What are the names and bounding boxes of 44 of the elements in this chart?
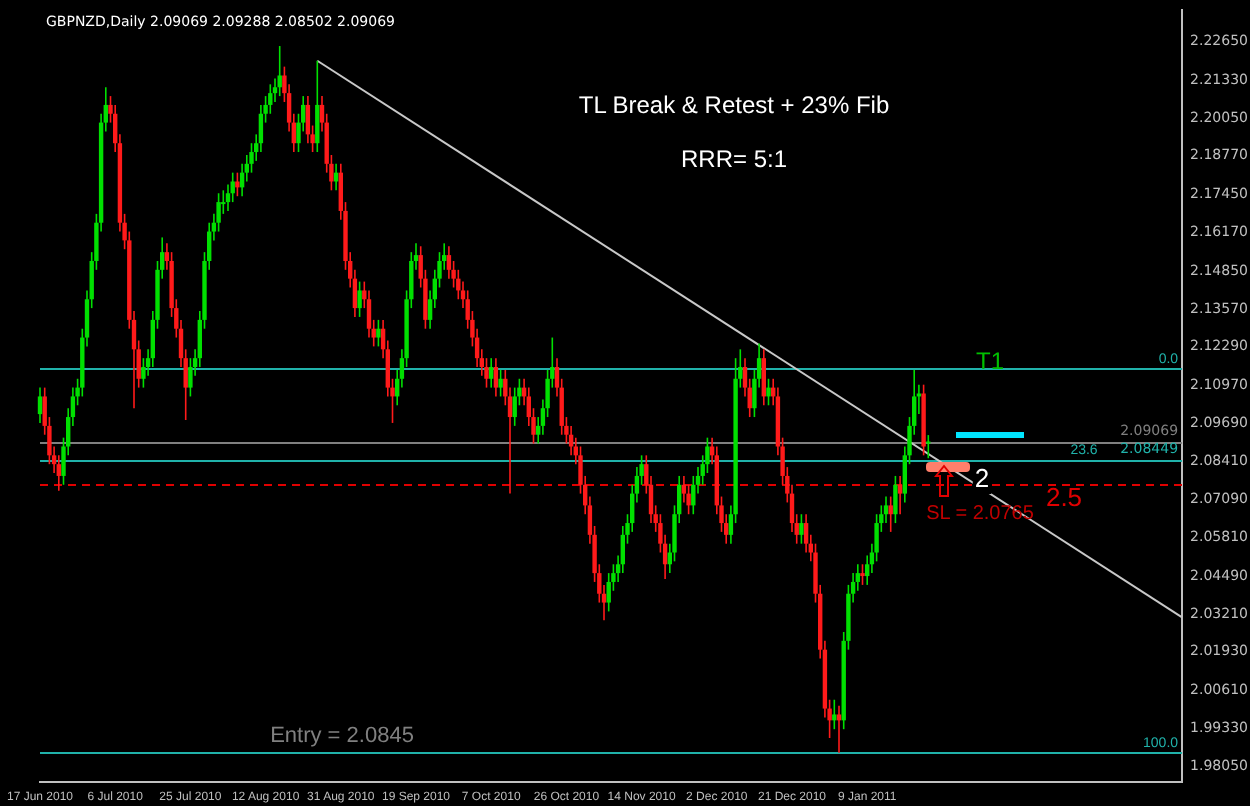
candlestick [897, 475, 903, 516]
candlestick [188, 357, 193, 398]
candlestick [568, 425, 574, 457]
candlestick [268, 83, 273, 115]
annotation: 2.5 [1045, 482, 1083, 513]
candlestick [860, 563, 865, 586]
candlestick [893, 475, 898, 524]
annotation: T1 [975, 346, 1005, 375]
candlestick [221, 189, 226, 215]
candlestick [141, 357, 146, 389]
candlestick [489, 357, 494, 389]
candlestick [456, 269, 461, 301]
candlestick [37, 386, 43, 424]
candlestick [761, 348, 766, 407]
candlestick [883, 495, 889, 524]
candlestick [484, 357, 489, 389]
annotation: Entry = 2.0845 [270, 724, 414, 749]
candlestick [836, 704, 842, 754]
candlestick [766, 377, 771, 407]
candlestick [249, 142, 254, 174]
annotation: 2 [974, 463, 990, 494]
candlestick [446, 245, 452, 280]
candlestick [832, 698, 837, 730]
candlestick [686, 483, 691, 516]
annotation: TL Break & Retest + 23% Fib [578, 90, 890, 119]
candlestick [498, 369, 503, 398]
candlestick [357, 280, 362, 318]
candlestick [512, 386, 517, 427]
candlestick [803, 513, 809, 554]
candlestick [493, 357, 499, 398]
candlestick [366, 289, 372, 339]
candlestick [691, 475, 696, 516]
candlestick [216, 192, 221, 233]
candlestick [230, 171, 235, 203]
candlestick [926, 434, 931, 460]
candlestick [277, 45, 282, 97]
candlestick [799, 513, 804, 545]
candlestick [606, 572, 611, 613]
candlestick [56, 454, 61, 492]
candlestick [315, 59, 320, 153]
candlestick [235, 171, 240, 198]
annotation: RRR= 5:1 [680, 144, 788, 173]
candlestick [376, 319, 381, 348]
candlestick [888, 495, 893, 533]
